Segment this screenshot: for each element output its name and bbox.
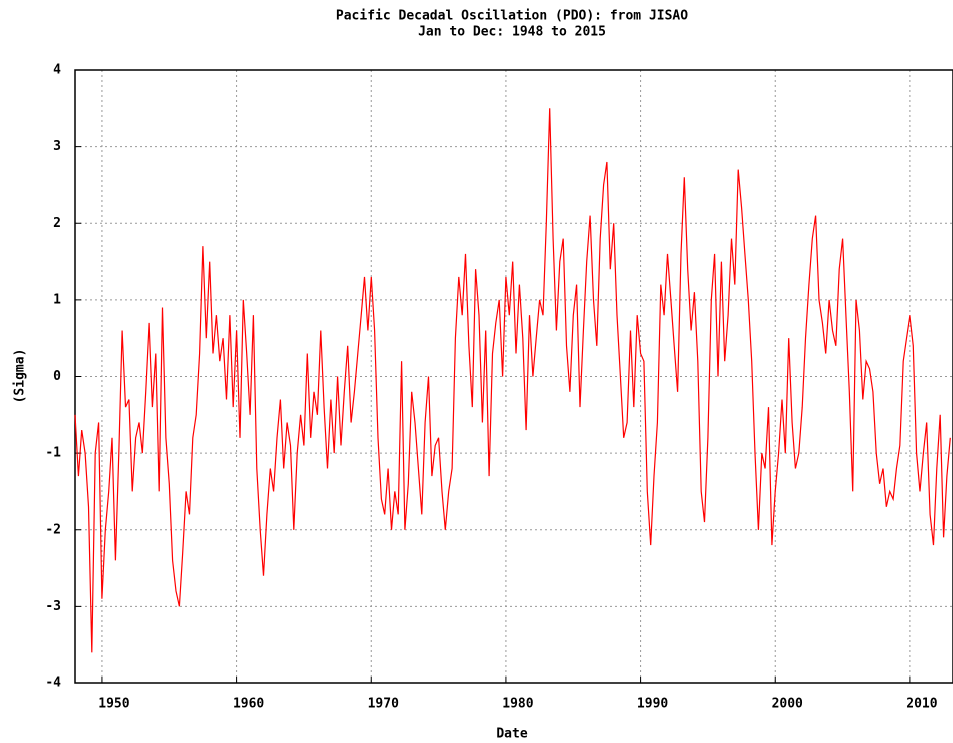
plot-frame	[74, 69, 953, 684]
chart-title: Pacific Decadal Oscillation (PDO): from …	[336, 9, 688, 24]
x-axis-label: Date	[496, 727, 527, 742]
x-tick-label: 2010	[906, 697, 937, 712]
y-tick-label: -4	[45, 676, 61, 691]
y-tick-label: -3	[45, 599, 61, 614]
x-tick-label: 1980	[502, 697, 533, 712]
y-tick-label: 3	[53, 139, 61, 154]
chart-subtitle: Jan to Dec: 1948 to 2015	[418, 25, 606, 40]
x-tick-label: 1990	[637, 697, 668, 712]
x-tick-label: 2000	[772, 697, 803, 712]
y-tick-label: 2	[53, 216, 61, 231]
x-tick-label: 1960	[233, 697, 264, 712]
y-tick-label: -2	[45, 522, 61, 537]
data-line	[74, 108, 951, 653]
x-tick-label: 1950	[98, 697, 129, 712]
y-tick-label: 1	[53, 292, 61, 307]
x-tick-label: 1970	[368, 697, 399, 712]
y-tick-label: -1	[45, 446, 61, 461]
y-tick-label: 0	[53, 369, 61, 384]
y-tick-label: 4	[53, 63, 61, 78]
y-axis-label: (Sigma)	[13, 349, 28, 404]
